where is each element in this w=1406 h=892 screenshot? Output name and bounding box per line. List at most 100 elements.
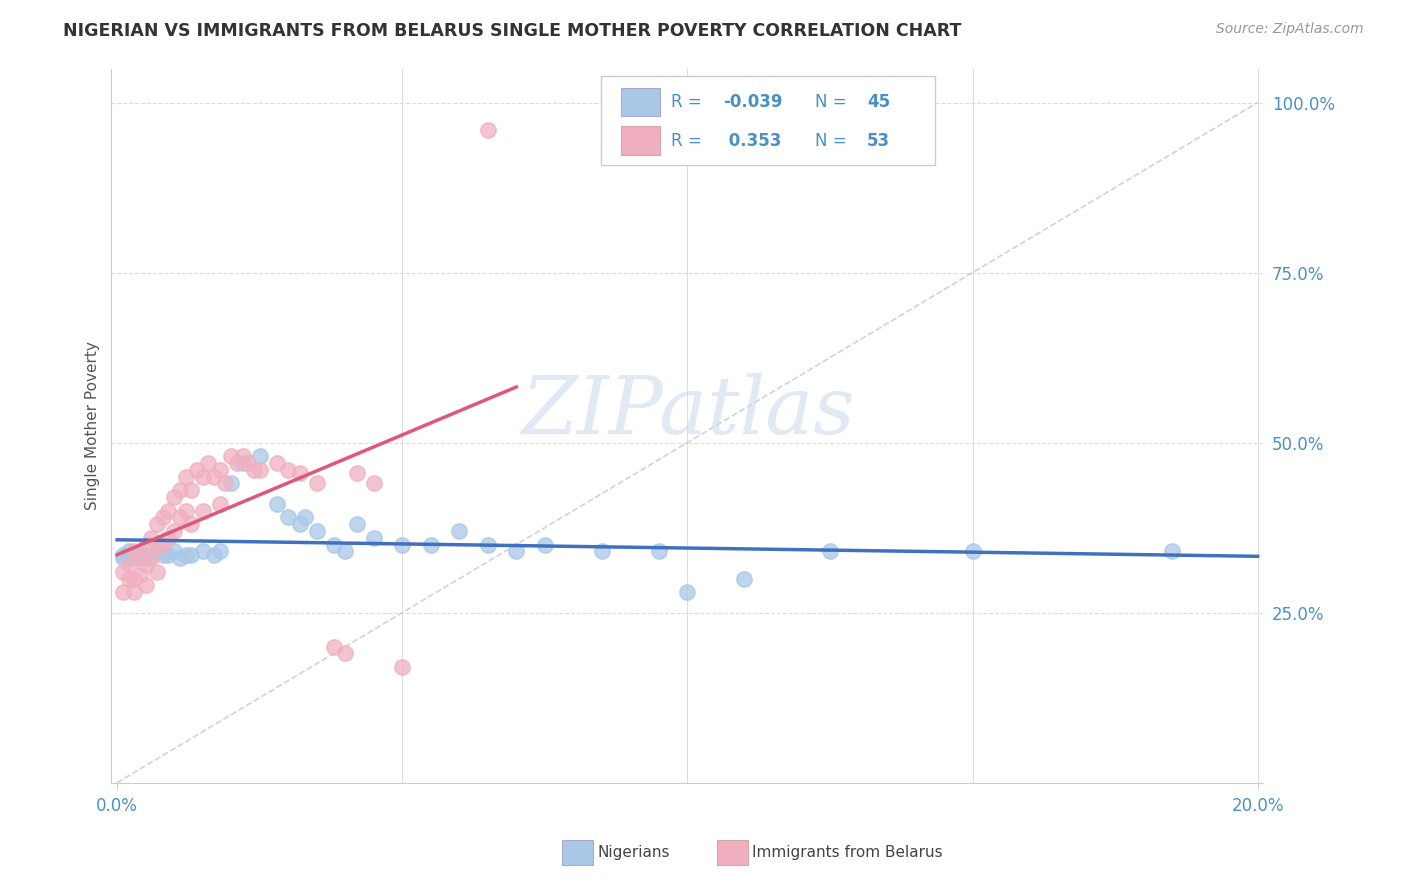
Point	[363, 476, 385, 491]
Point	[219, 449, 242, 463]
Point	[419, 538, 441, 552]
Point	[146, 538, 169, 552]
Point	[477, 122, 499, 136]
Point	[174, 503, 197, 517]
Point	[117, 572, 139, 586]
Point	[111, 551, 134, 566]
Point	[141, 551, 163, 566]
Text: NIGERIAN VS IMMIGRANTS FROM BELARUS SINGLE MOTHER POVERTY CORRELATION CHART: NIGERIAN VS IMMIGRANTS FROM BELARUS SING…	[63, 22, 962, 40]
Point	[135, 558, 157, 572]
Point	[346, 517, 368, 532]
Point	[141, 548, 163, 562]
Point	[208, 463, 231, 477]
Point	[363, 531, 385, 545]
Point	[266, 497, 288, 511]
Point	[322, 538, 344, 552]
Point	[174, 469, 197, 483]
Point	[157, 503, 180, 517]
Point	[305, 476, 328, 491]
Point	[733, 572, 755, 586]
Point	[238, 456, 260, 470]
Point	[208, 544, 231, 558]
Point	[1161, 544, 1184, 558]
Point	[335, 647, 357, 661]
Point	[152, 538, 174, 552]
Point	[129, 548, 152, 562]
Point	[277, 510, 299, 524]
Text: -0.039: -0.039	[723, 93, 783, 111]
Point	[191, 503, 214, 517]
Point	[157, 548, 180, 562]
Point	[174, 548, 197, 562]
Point	[122, 551, 145, 566]
Point	[117, 544, 139, 558]
FancyBboxPatch shape	[600, 76, 935, 165]
Text: 53: 53	[868, 131, 890, 150]
Point	[214, 476, 236, 491]
Point	[505, 544, 527, 558]
Text: R =: R =	[671, 131, 707, 150]
Point	[322, 640, 344, 654]
Point	[141, 531, 163, 545]
Point	[346, 466, 368, 480]
Point	[146, 544, 169, 558]
Text: N =: N =	[815, 131, 852, 150]
Point	[135, 578, 157, 592]
Point	[169, 483, 191, 498]
Point	[676, 585, 699, 599]
Point	[180, 483, 202, 498]
Point	[117, 558, 139, 572]
Point	[152, 548, 174, 562]
Point	[152, 510, 174, 524]
Point	[117, 551, 139, 566]
Point	[219, 476, 242, 491]
Point	[335, 544, 357, 558]
Point	[288, 466, 311, 480]
Point	[477, 538, 499, 552]
Point	[391, 660, 413, 674]
Text: 0.353: 0.353	[723, 131, 782, 150]
Point	[191, 544, 214, 558]
Point	[391, 538, 413, 552]
Point	[111, 585, 134, 599]
Point	[135, 551, 157, 566]
Text: R =: R =	[671, 93, 707, 111]
Point	[591, 544, 613, 558]
Point	[197, 456, 219, 470]
Point	[534, 538, 557, 552]
Y-axis label: Single Mother Poverty: Single Mother Poverty	[86, 341, 100, 510]
Point	[449, 524, 471, 538]
Text: Source: ZipAtlas.com: Source: ZipAtlas.com	[1216, 22, 1364, 37]
Text: 45: 45	[868, 93, 890, 111]
Text: N =: N =	[815, 93, 852, 111]
Point	[202, 469, 225, 483]
Point	[146, 517, 169, 532]
Point	[962, 544, 984, 558]
Point	[169, 551, 191, 566]
Point	[163, 524, 186, 538]
Point	[122, 548, 145, 562]
Point	[122, 585, 145, 599]
Text: Nigerians: Nigerians	[598, 846, 671, 860]
Point	[129, 568, 152, 582]
Point	[232, 449, 254, 463]
Point	[122, 544, 145, 558]
Point	[129, 544, 152, 558]
Text: ZIPatlas: ZIPatlas	[520, 373, 855, 450]
Point	[169, 510, 191, 524]
Point	[232, 456, 254, 470]
Point	[111, 565, 134, 579]
Point	[305, 524, 328, 538]
Bar	[620, 87, 659, 116]
Point	[186, 463, 208, 477]
Point	[202, 548, 225, 562]
Point	[294, 510, 316, 524]
Point	[129, 551, 152, 566]
Point	[266, 456, 288, 470]
Point	[157, 531, 180, 545]
Text: Immigrants from Belarus: Immigrants from Belarus	[752, 846, 943, 860]
Bar	[620, 127, 659, 155]
Point	[249, 449, 271, 463]
Point	[277, 463, 299, 477]
Point	[163, 490, 186, 504]
